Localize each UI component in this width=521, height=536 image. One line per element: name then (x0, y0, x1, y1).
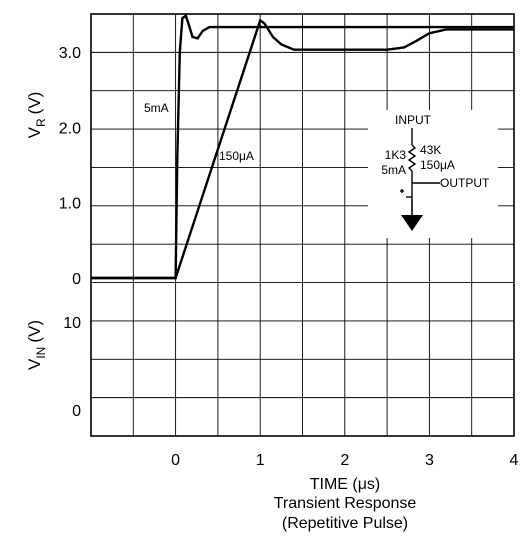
resistor-symbol (407, 144, 417, 172)
top-y-tick-label: 1.0 (59, 196, 81, 213)
x-axis-label: TIME (μs) (310, 476, 381, 493)
top-y-axis-label: VR(V) (25, 92, 48, 139)
resistor-43k-label: 43K (420, 143, 441, 157)
bottom-y-tick-labels: 10 0 (63, 315, 81, 420)
x-tick-label: 2 (340, 452, 349, 469)
chart-grid (90, 13, 515, 437)
bottom-y-axis-label: VIN(V) (25, 320, 48, 370)
resistor-1k3-current: 5mA (381, 163, 406, 177)
chart-subtitle: (Repetitive Pulse) (282, 515, 408, 532)
x-tick-label: 1 (256, 452, 265, 469)
top-y-tick-label: 3.0 (59, 45, 81, 62)
bottom-y-tick-label: 10 (63, 315, 81, 332)
zener-diode-triangle (401, 215, 423, 231)
circuit-input-label: INPUT (395, 113, 432, 127)
x-tick-labels: 0 1 2 3 4 (171, 452, 518, 469)
x-tick-label: 4 (510, 452, 519, 469)
resistor-43k-current: 150μA (420, 158, 455, 172)
circuit-output-label: OUTPUT (440, 176, 490, 190)
top-y-tick-labels: 0 1.0 2.0 3.0 (59, 45, 81, 288)
series-line-150ua (91, 18, 514, 280)
top-y-tick-label: 0 (72, 271, 81, 288)
x-tick-label: 0 (171, 452, 180, 469)
resistor-1k3-label: 1K3 (385, 148, 407, 162)
chart-title: Transient Response (274, 495, 417, 512)
series-line-5ma (91, 13, 514, 280)
x-tick-label: 3 (425, 452, 434, 469)
bottom-y-tick-label: 0 (72, 403, 81, 420)
circuit-inset: INPUT 1K3 5mA 43K 150μA OUTPUT (368, 110, 498, 238)
series-label-150ua: 150μA (219, 149, 254, 163)
series-label-5ma: 5mA (144, 101, 169, 115)
top-y-tick-label: 2.0 (59, 120, 81, 137)
